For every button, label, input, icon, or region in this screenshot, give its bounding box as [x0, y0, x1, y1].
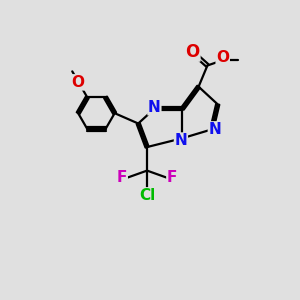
Text: N: N [175, 133, 187, 148]
Text: F: F [167, 170, 177, 185]
Text: F: F [117, 170, 127, 185]
Text: Cl: Cl [139, 188, 155, 203]
Text: O: O [72, 75, 85, 90]
Text: O: O [216, 50, 229, 65]
Text: O: O [186, 43, 200, 61]
Text: N: N [148, 100, 161, 115]
Text: N: N [208, 122, 221, 137]
